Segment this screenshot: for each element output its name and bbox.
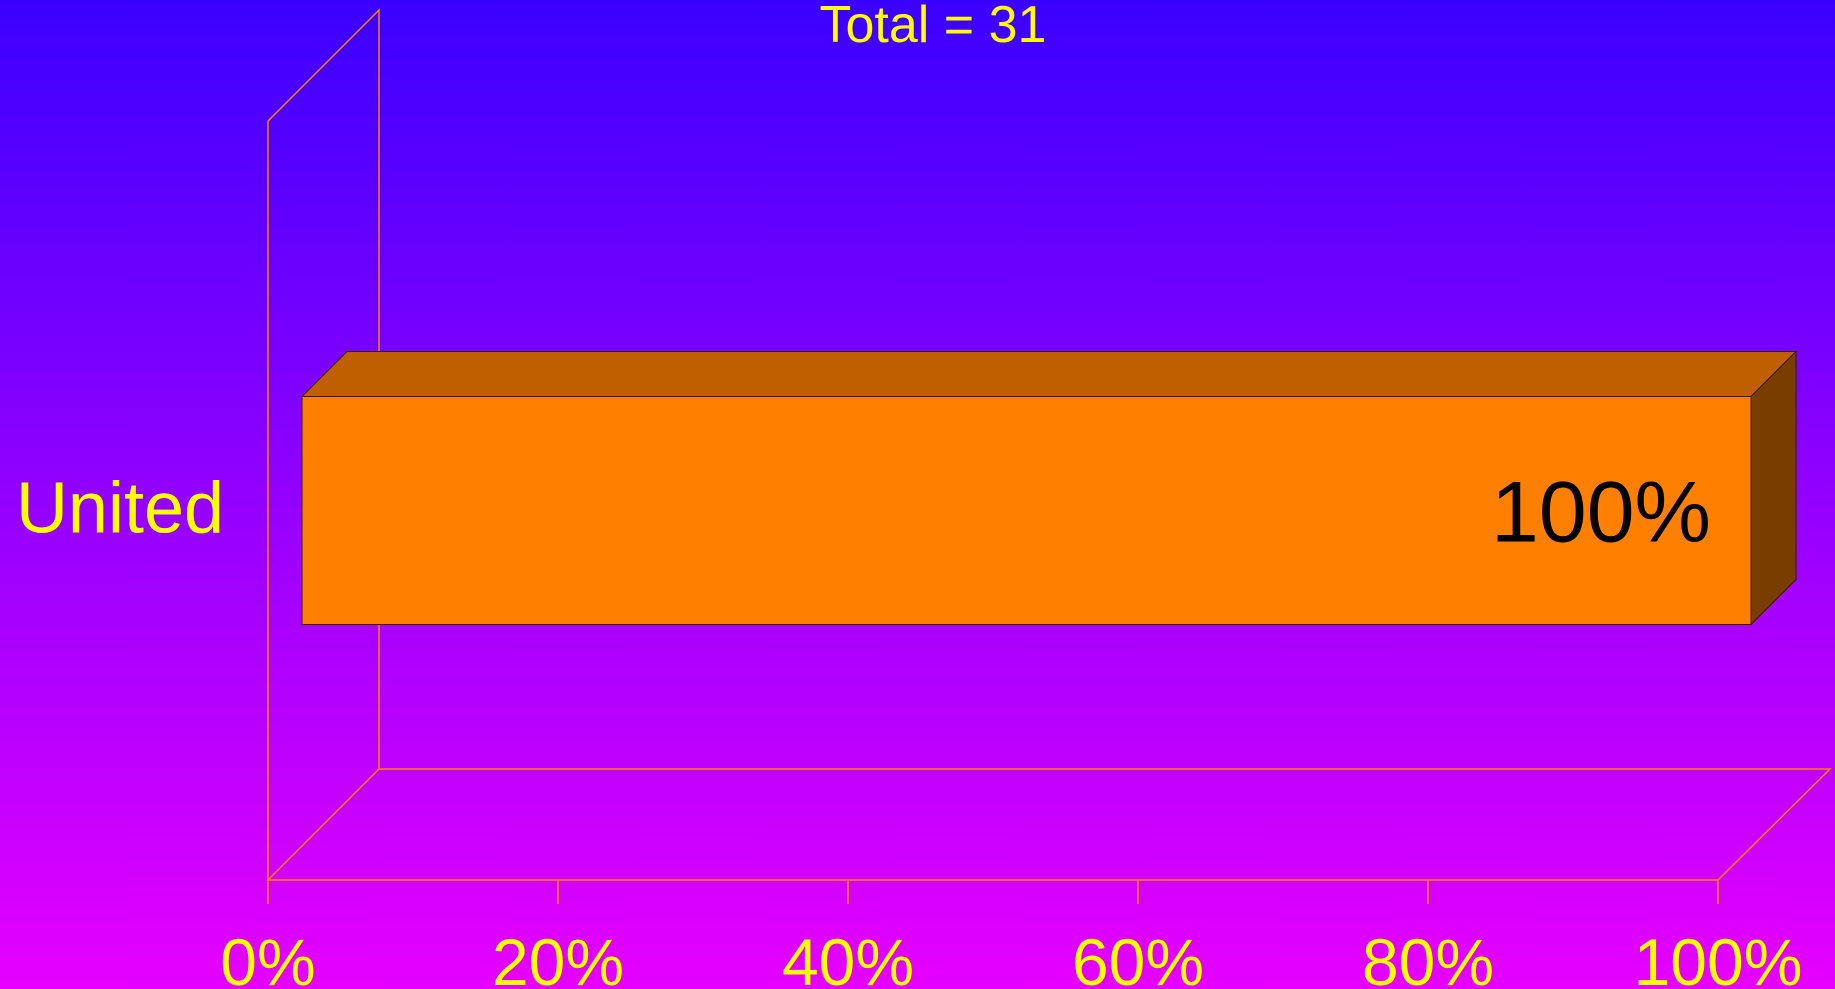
bar-top-face-0 xyxy=(300,351,1798,397)
data-label-0: 100% xyxy=(1491,465,1711,561)
bar-0 xyxy=(301,396,1752,625)
chart-floor xyxy=(266,768,1832,881)
category-label-0: United xyxy=(16,469,224,549)
x-tick-label-1: 20% xyxy=(492,925,624,989)
bar-side-face-0 xyxy=(1750,350,1797,626)
x-tick-label-0: 0% xyxy=(220,925,315,989)
chart-title: Total = 31 xyxy=(820,0,1047,54)
x-tick-label-5: 100% xyxy=(1634,925,1803,989)
labels: 0% 20% 40% 60% 80% 100% 100% United xyxy=(16,465,1802,989)
x-tick-label-3: 60% xyxy=(1072,925,1204,989)
bars xyxy=(300,350,1798,626)
x-axis-ticks xyxy=(267,880,1719,904)
x-tick-label-4: 80% xyxy=(1362,925,1494,989)
x-tick-label-2: 40% xyxy=(782,925,914,989)
